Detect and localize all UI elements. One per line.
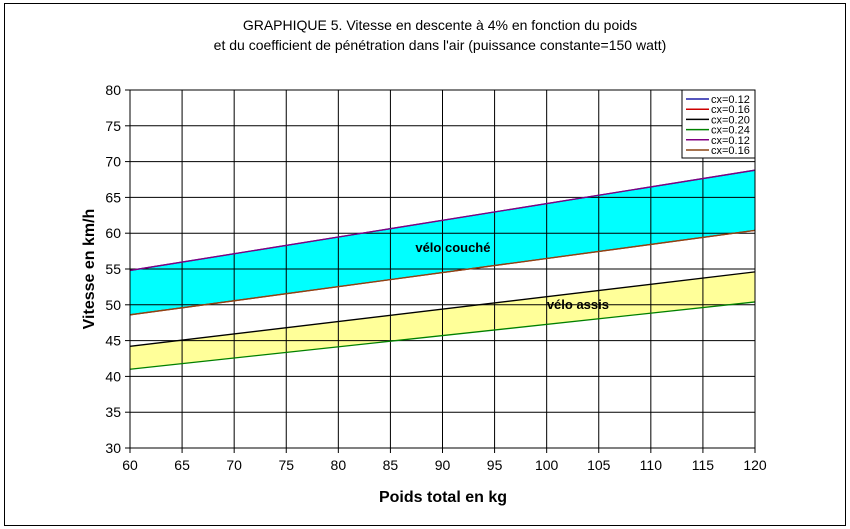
- x-tick-label: 75: [278, 457, 294, 473]
- x-tick-label: 115: [692, 457, 715, 473]
- series-line-4: [129, 169, 756, 272]
- x-tick-label: 70: [226, 457, 242, 473]
- series-line-2: [129, 271, 756, 347]
- y-tick-label: 55: [105, 261, 121, 277]
- legend-label-2: cx=0.20: [711, 114, 750, 126]
- x-tick-label: 100: [535, 457, 559, 473]
- legend[interactable]: cx=0.12cx=0.16cx=0.20cx=0.24cx=0.12cx=0.…: [681, 89, 756, 159]
- y-tick-label: 45: [105, 333, 121, 349]
- band-label-0: vélo couché: [415, 240, 490, 255]
- annotations-layer: vélo couché vélo assis: [415, 240, 609, 312]
- y-tick-label: 65: [105, 189, 121, 205]
- y-ticks-layer: 30 35 40 45 50 55 60 65 70 75 80: [105, 82, 130, 456]
- x-tick-label: 65: [174, 457, 190, 473]
- x-tick-label: 80: [331, 457, 347, 473]
- band-label-1: vélo assis: [547, 297, 609, 312]
- x-tick-label: 110: [640, 457, 663, 473]
- x-tick-label: 85: [383, 457, 399, 473]
- legend-label-4: cx=0.12: [711, 135, 750, 147]
- legend-label-5: cx=0.16: [711, 145, 750, 157]
- x-ticks-layer: 60 65 70 75 80 85 90 95 100 105 110 115 120: [122, 448, 767, 473]
- legend-label-1: cx=0.16: [711, 104, 750, 116]
- y-tick-label: 35: [105, 404, 121, 420]
- y-axis-label: Vitesse en km/h: [81, 209, 98, 330]
- series-line-3: [129, 301, 756, 370]
- x-tick-label: 90: [435, 457, 451, 473]
- y-tick-label: 70: [105, 154, 121, 170]
- legend-label-0: cx=0.12: [711, 94, 750, 106]
- x-axis-label: Poids total en kg: [379, 489, 507, 506]
- legend-label-3: cx=0.24: [711, 125, 750, 137]
- legend-items: cx=0.12cx=0.16cx=0.20cx=0.24cx=0.12cx=0.…: [686, 94, 750, 157]
- y-tick-label: 40: [105, 368, 121, 384]
- series-line-5: [129, 229, 756, 316]
- y-tick-label: 60: [105, 225, 121, 241]
- y-tick-label: 80: [105, 82, 121, 98]
- x-tick-label: 60: [122, 457, 138, 473]
- chart-title-line1: GRAPHIQUE 5. Vitesse en descente à 4% en…: [243, 17, 637, 33]
- y-tick-label: 30: [105, 440, 121, 456]
- x-tick-label: 105: [587, 457, 611, 473]
- x-tick-label: 120: [743, 457, 767, 473]
- y-tick-label: 75: [105, 118, 121, 134]
- chart-title-line2: et du coefficient de pénétration dans l'…: [214, 37, 667, 53]
- x-tick-label: 95: [487, 457, 503, 473]
- legend-box: [681, 89, 756, 159]
- series-lines-layer: [129, 169, 756, 370]
- y-tick-label: 50: [105, 297, 121, 313]
